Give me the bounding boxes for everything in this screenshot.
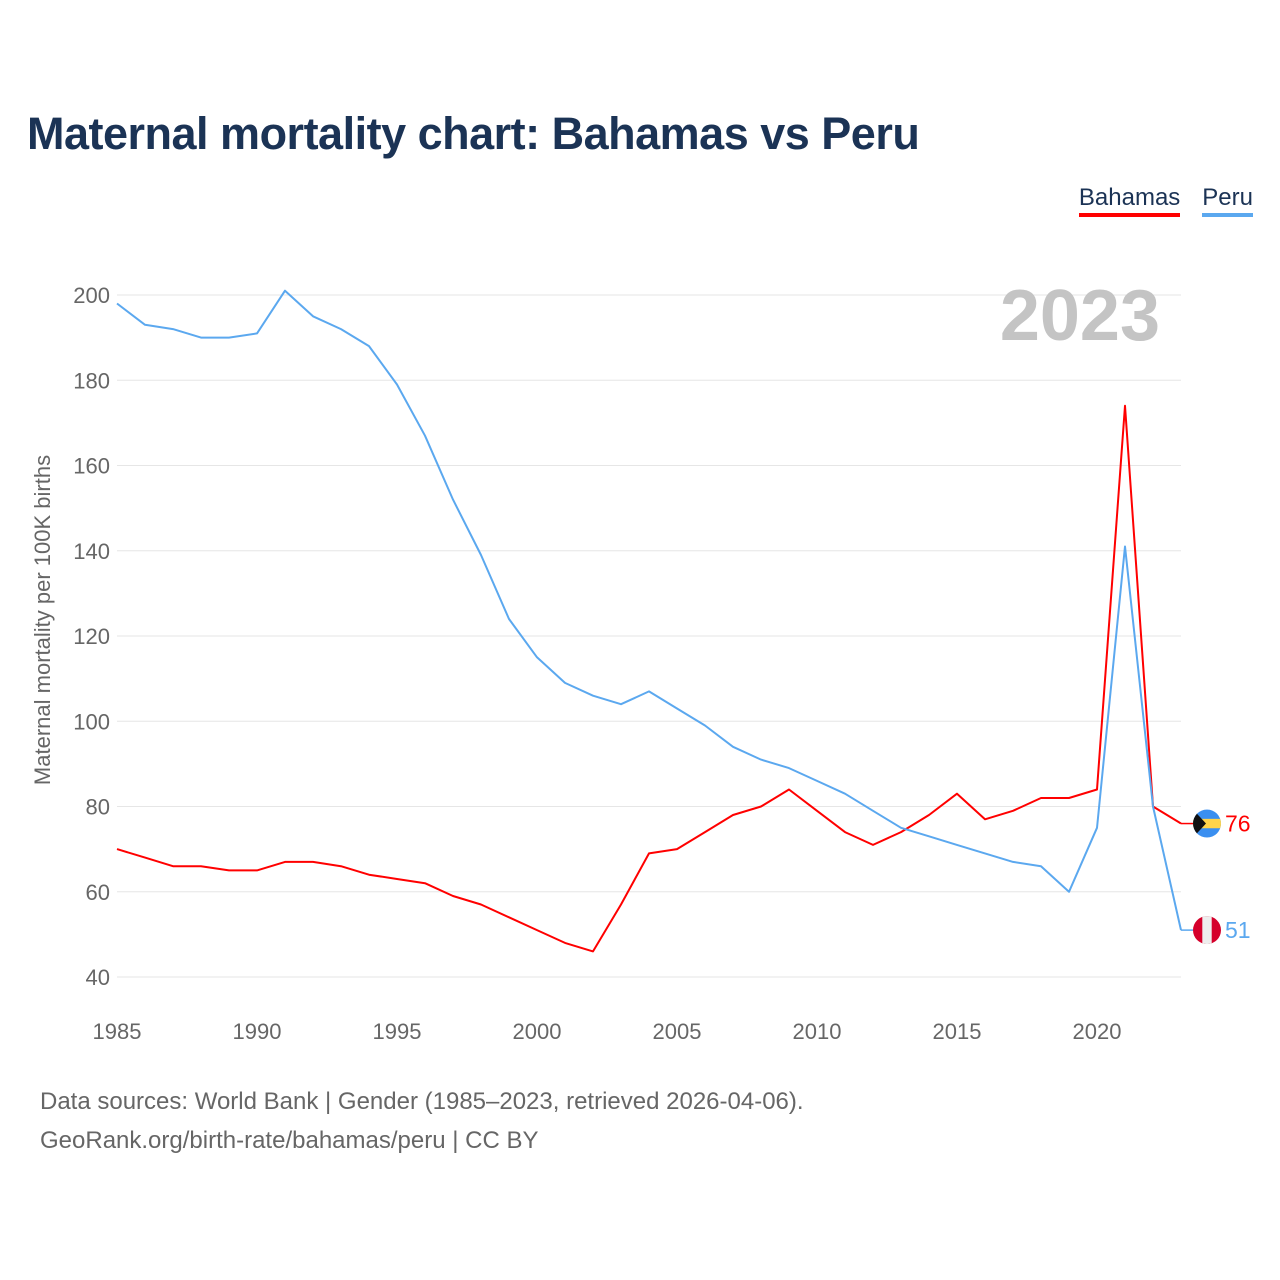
y-tick-label: 120	[73, 624, 110, 649]
x-tick-label: 2015	[933, 1019, 982, 1044]
x-tick-label: 2010	[793, 1019, 842, 1044]
footer-sources: Data sources: World Bank | Gender (1985–…	[40, 1088, 804, 1115]
peru-flag-icon	[1193, 916, 1221, 945]
series-line-peru	[116, 289, 1182, 931]
bahamas-flag-icon	[1193, 809, 1221, 838]
end-value-label-peru: 51	[1225, 917, 1251, 943]
legend-item-bahamas[interactable]: Bahamas	[1078, 184, 1181, 217]
x-tick-label: 2005	[653, 1019, 702, 1044]
y-tick-label: 180	[73, 368, 110, 393]
end-value-label-bahamas: 76	[1225, 811, 1251, 837]
legend-item-peru[interactable]: Peru	[1202, 184, 1253, 217]
x-tick-label: 1990	[233, 1019, 282, 1044]
footer-attribution[interactable]: GeoRank.org/birth-rate/bahamas/peru | CC…	[40, 1127, 539, 1154]
legend: Bahamas Peru	[1078, 184, 1253, 217]
x-tick-label: 2000	[513, 1019, 562, 1044]
x-tick-label: 2020	[1073, 1019, 1122, 1044]
y-tick-label: 60	[86, 880, 110, 905]
chart-title: Maternal mortality chart: Bahamas vs Per…	[27, 108, 920, 159]
y-tick-label: 80	[86, 795, 110, 820]
y-tick-label: 100	[73, 709, 110, 734]
y-tick-label: 40	[86, 965, 110, 990]
series-line-bahamas	[116, 404, 1182, 953]
x-tick-label: 1985	[93, 1019, 142, 1044]
y-tick-label: 200	[73, 283, 110, 308]
x-tick-label: 1995	[373, 1019, 422, 1044]
y-tick-label: 160	[73, 454, 110, 479]
y-tick-label: 140	[73, 539, 110, 564]
y-axis-label: Maternal mortality per 100K births	[30, 455, 55, 785]
year-watermark: 2023	[1000, 276, 1160, 356]
